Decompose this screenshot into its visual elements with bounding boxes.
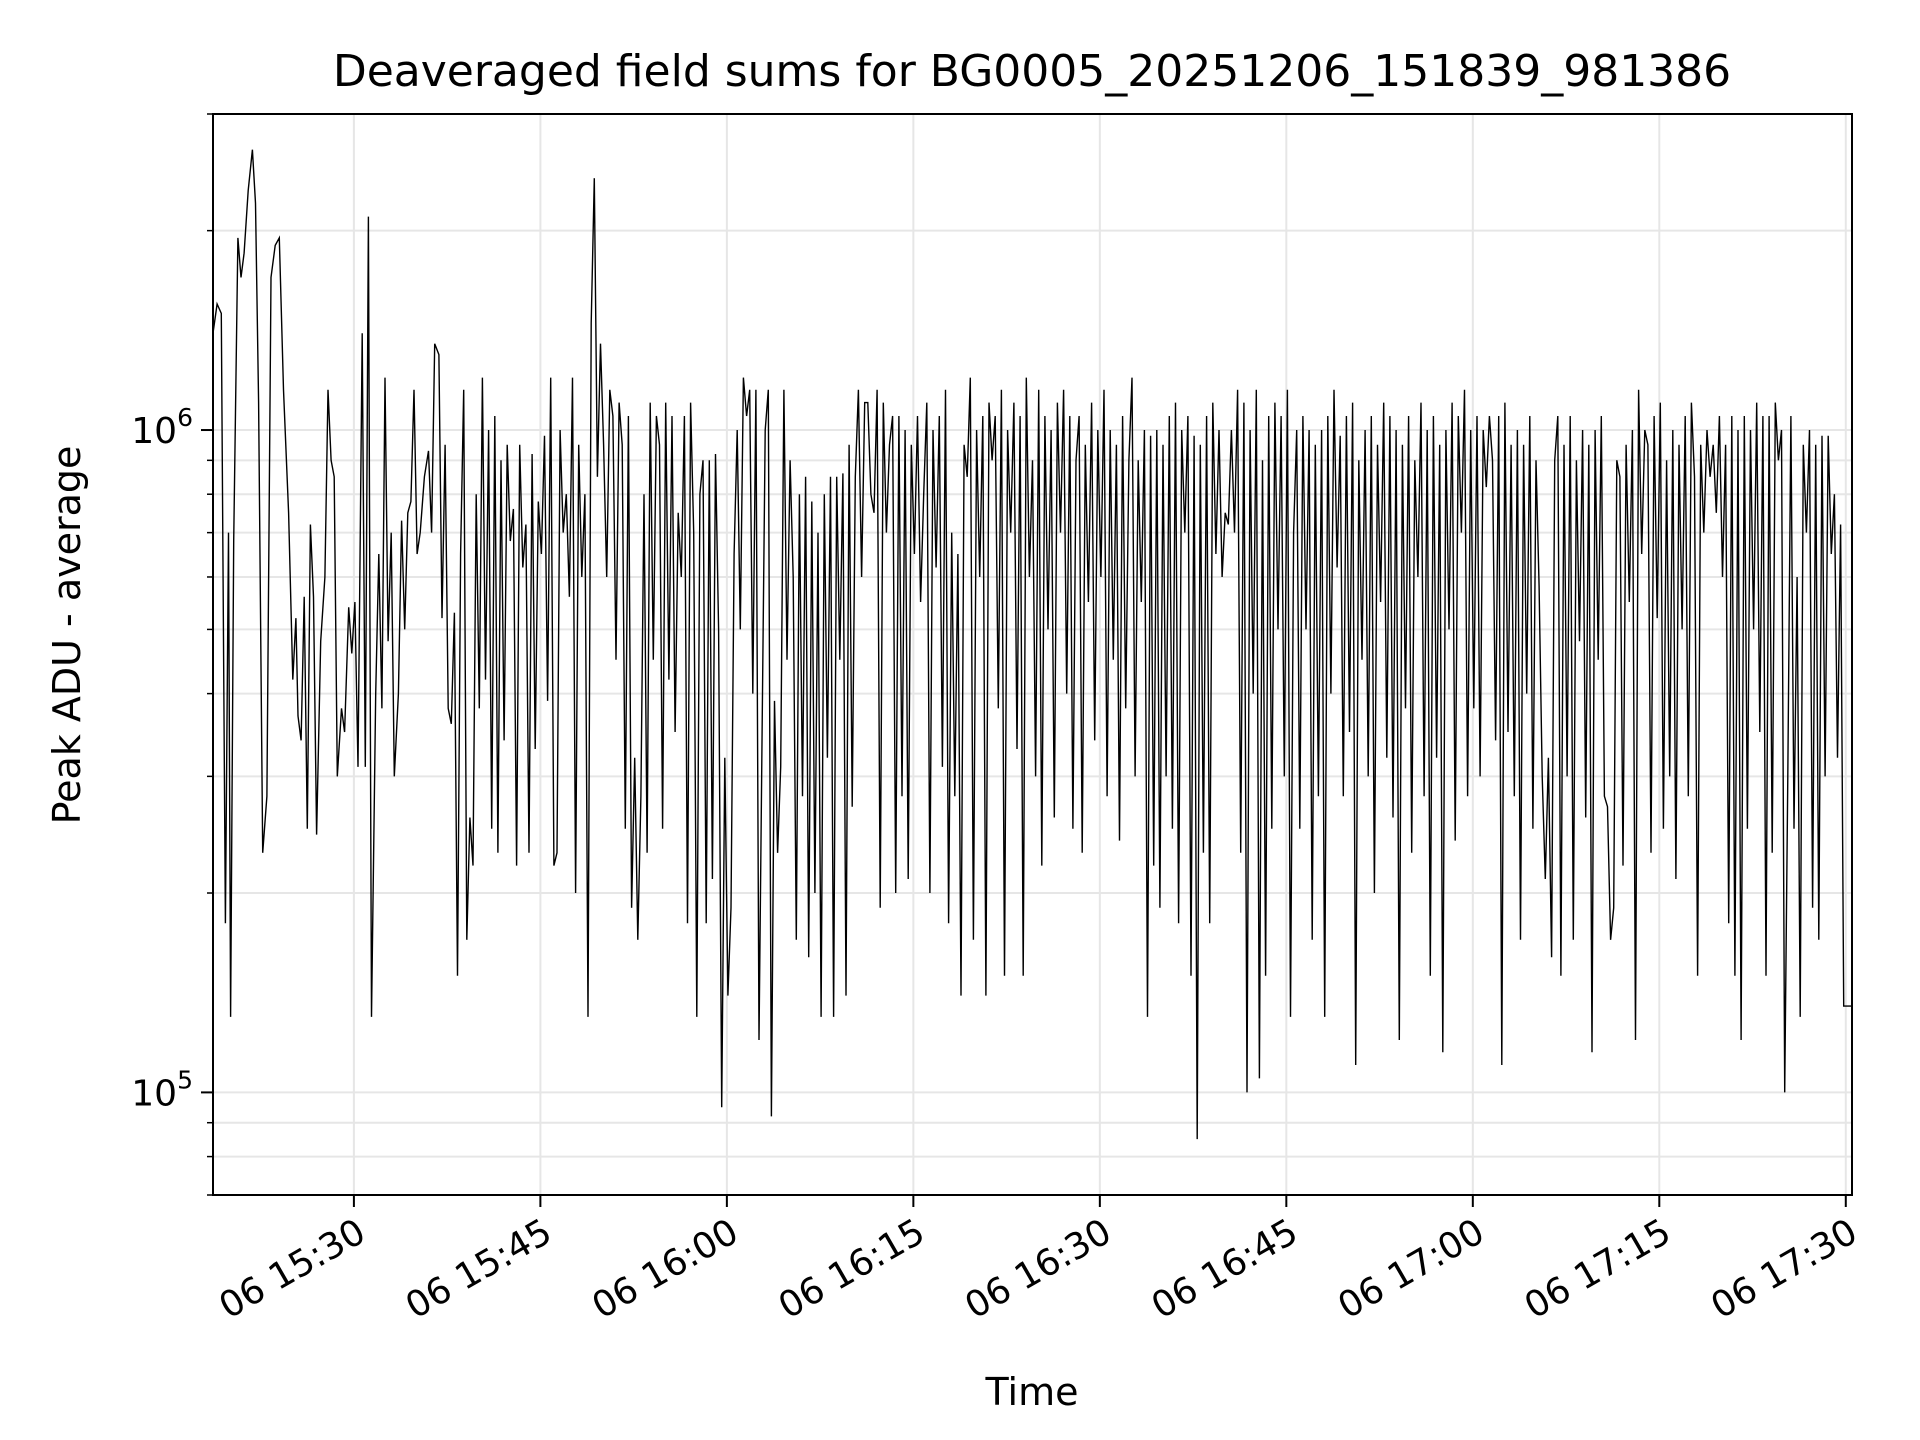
- chart-title: Deaveraged field sums for BG0005_2025120…: [333, 46, 1731, 97]
- y-axis-label: Peak ADU - average: [45, 446, 89, 825]
- y-tick-label: 106: [131, 403, 193, 452]
- plot-area: [212, 149, 1852, 1140]
- y-tick-label-exponent: 6: [177, 403, 193, 432]
- y-tick-label-exponent: 5: [177, 1065, 193, 1094]
- y-tick-label: 105: [131, 1065, 193, 1114]
- y-tick-label-base: 10: [131, 411, 177, 452]
- plot-frame: [212, 113, 1853, 1196]
- x-axis-label: Time: [985, 1370, 1079, 1414]
- series-line: [212, 149, 1852, 1140]
- grid: [213, 113, 1852, 1196]
- y-tick-label-base: 10: [131, 1073, 177, 1114]
